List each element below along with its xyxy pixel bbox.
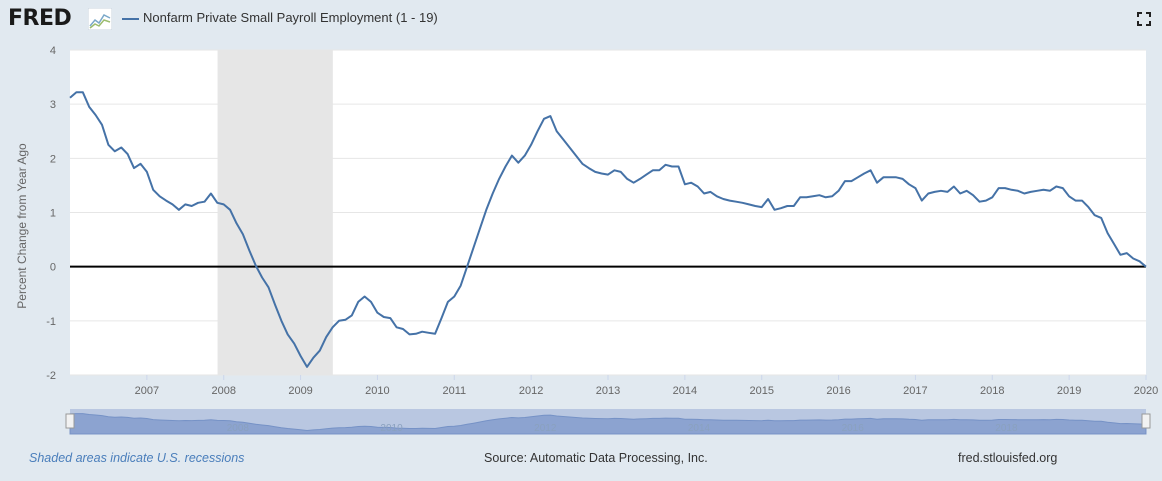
y-tick-label: 4 <box>50 45 56 57</box>
y-tick-label: 1 <box>50 208 56 220</box>
x-tick-label: 2020 <box>1134 385 1158 397</box>
legend-series-label[interactable]: Nonfarm Private Small Payroll Employment… <box>143 10 438 25</box>
y-tick-label: 3 <box>50 99 56 111</box>
y-tick-label: 0 <box>50 262 56 274</box>
series-line[interactable] <box>69 91 1147 368</box>
y-axis-title: Percent Change from Year Ago <box>15 143 29 309</box>
navigator-handle-right[interactable] <box>1141 413 1151 429</box>
navigator-year-label: 2018 <box>995 423 1018 434</box>
y-tick-label: -1 <box>46 316 56 328</box>
x-tick-label: 2013 <box>596 385 620 397</box>
legend-series-swatch <box>122 18 139 20</box>
x-tick-label: 2010 <box>365 385 389 397</box>
navigator-series-area <box>69 413 1147 435</box>
fred-url[interactable]: fred.stlouisfed.org <box>958 451 1058 465</box>
chart-header: FRED Nonfarm Private Small Payroll Emplo… <box>0 0 1162 40</box>
navigator-selection[interactable] <box>70 409 1146 434</box>
fullscreen-icon[interactable] <box>1137 12 1151 26</box>
x-tick-label: 2011 <box>442 385 466 397</box>
y-tick-label: -2 <box>46 370 56 382</box>
x-tick-label: 2008 <box>211 385 235 397</box>
x-tick-label: 2017 <box>903 385 927 397</box>
fred-chart-logo-icon <box>88 8 112 30</box>
x-tick-label: 2014 <box>673 385 697 397</box>
recession-note-link[interactable]: Shaded areas indicate U.S. recessions <box>29 451 245 465</box>
x-tick-label: 2018 <box>980 385 1004 397</box>
x-tick-label: 2015 <box>749 385 773 397</box>
navigator-year-label: 2010 <box>380 423 403 434</box>
navigator-year-label: 2014 <box>688 423 711 434</box>
navigator-year-label: 2016 <box>842 423 865 434</box>
navigator-year-label: 2012 <box>534 423 557 434</box>
source-text: Source: Automatic Data Processing, Inc. <box>484 451 708 465</box>
x-tick-label: 2019 <box>1057 385 1081 397</box>
x-tick-label: 2007 <box>135 385 159 397</box>
navigator-year-label: 2008 <box>227 423 250 434</box>
x-tick-label: 2009 <box>288 385 312 397</box>
chart-area: Percent Change from Year Ago -2 -1 0 1 2 3 4 2… <box>15 45 1158 435</box>
x-tick-label: 2012 <box>519 385 543 397</box>
x-tick-label: 2016 <box>826 385 850 397</box>
fred-logo[interactable]: FRED <box>8 6 72 31</box>
y-tick-label: 2 <box>50 153 56 165</box>
navigator-handle-left[interactable] <box>65 413 75 429</box>
